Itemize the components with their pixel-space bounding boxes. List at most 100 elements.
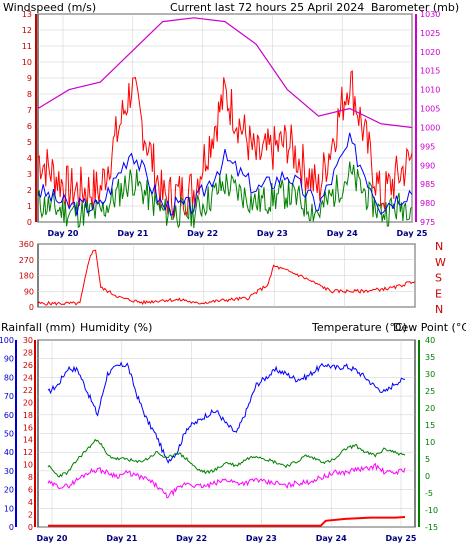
wind-y-tick-label: 11	[22, 42, 32, 51]
wind-y-tick-label: 6	[27, 122, 32, 131]
humidity-axis-title: Humidity (%)	[80, 321, 152, 334]
barometer-y-tick-label: 995	[420, 142, 435, 151]
barometer-series-line	[37, 17, 413, 129]
climate-x-tick-label: Day 24	[316, 534, 347, 543]
dewpoint-series-line	[47, 462, 406, 499]
rainfall-y-tick-label: 18	[23, 411, 33, 420]
humidity-y-tick-label: 40	[4, 448, 14, 457]
wind-y-tick-label: 8	[27, 90, 32, 99]
wind-y-tick-label: 13	[22, 10, 32, 19]
rainfall-y-tick-label: 28	[23, 348, 33, 357]
gust-series-line	[37, 70, 413, 219]
compass-label: W	[435, 256, 446, 269]
rainfall-y-tick-label: 0	[28, 523, 33, 532]
humidity-y-tick-label: 100	[0, 336, 14, 345]
temperature-y-tick-label: -15	[425, 523, 438, 532]
rainfall-y-tick-label: 8	[28, 473, 33, 482]
humidity-y-tick-label: 20	[4, 486, 14, 495]
wind-x-tick-label: Day 21	[117, 229, 148, 238]
wind-y-tick-label: 9	[27, 74, 32, 83]
rainfall-y-tick-label: 16	[23, 423, 33, 432]
direction-y-tick-label: 270	[19, 256, 34, 265]
climate-x-tick-label: Day 22	[176, 534, 207, 543]
temperature-y-tick-label: 0	[425, 472, 430, 481]
humidity-y-tick-label: 60	[4, 411, 14, 420]
temperature-y-tick-label: -10	[425, 506, 438, 515]
humidity-y-tick-label: 70	[4, 392, 14, 401]
temperature-y-tick-label: 35	[425, 353, 435, 362]
temperature-y-tick-label: 15	[425, 421, 435, 430]
barometer-y-tick-label: 990	[420, 161, 435, 170]
direction-y-tick-label: 0	[29, 303, 34, 312]
barometer-y-tick-label: 1025	[420, 29, 440, 38]
rainfall-series-line	[48, 516, 406, 527]
barometer-y-tick-label: 975	[420, 218, 435, 227]
wind-y-tick-label: 12	[22, 26, 32, 35]
wind-low-series-line	[37, 161, 413, 229]
rainfall-y-tick-label: 10	[23, 461, 33, 470]
barometer-y-tick-label: 985	[420, 180, 435, 189]
rainfall-y-tick-label: 24	[23, 373, 33, 382]
wind-y-tick-label: 10	[22, 58, 32, 67]
windspeed-axis-title: Windspeed (m/s)	[3, 1, 96, 14]
wind-x-tick-label: Day 20	[48, 229, 79, 238]
temperature-series-line	[47, 438, 406, 478]
barometer-y-tick-label: 1020	[420, 48, 440, 57]
climate-x-tick-label: Day 20	[37, 534, 68, 543]
compass-label: N	[435, 240, 443, 253]
humidity-y-tick-label: 80	[4, 373, 14, 382]
wind-series-line	[37, 132, 413, 216]
rainfall-y-tick-label: 2	[28, 511, 33, 520]
wind-x-tick-label: Day 22	[187, 229, 218, 238]
barometer-y-tick-label: 1010	[420, 86, 440, 95]
humidity-y-tick-label: 10	[4, 504, 14, 513]
direction-y-tick-label: 180	[19, 272, 34, 281]
barometer-axis-title: Barometer (mb)	[371, 1, 459, 14]
temperature-y-tick-label: 5	[425, 455, 430, 464]
climate-x-tick-label: Day 21	[106, 534, 137, 543]
direction-series-line	[37, 249, 416, 306]
temperature-y-tick-label: 25	[425, 387, 435, 396]
barometer-y-tick-label: 1015	[420, 67, 440, 76]
direction-y-tick-label: 90	[24, 287, 34, 296]
chart-title: Current last 72 hours 25 April 2024	[170, 1, 364, 14]
temperature-y-tick-label: 30	[425, 370, 435, 379]
wind-panel: 0123456789101112139759809859909951000100…	[22, 10, 441, 238]
humidity-series-line	[47, 361, 406, 464]
wind-x-tick-label: Day 25	[397, 229, 428, 238]
temperature-y-tick-label: -5	[425, 489, 433, 498]
barometer-y-tick-label: 980	[420, 199, 435, 208]
barometer-y-tick-label: 1000	[420, 123, 440, 132]
climate-x-tick-label: Day 25	[386, 534, 417, 543]
rainfall-y-tick-label: 26	[23, 361, 33, 370]
dewpoint-axis-title: Dew Point (°C)	[393, 321, 466, 334]
rainfall-y-tick-label: 4	[28, 498, 33, 507]
wind-y-tick-label: 2	[27, 186, 32, 195]
wind-y-tick-label: 4	[27, 154, 32, 163]
temperature-y-tick-label: 20	[425, 404, 435, 413]
compass-label: N	[435, 303, 443, 316]
humidity-y-tick-label: 0	[9, 523, 14, 532]
direction-y-tick-label: 360	[19, 240, 34, 249]
wind-x-tick-label: Day 24	[327, 229, 358, 238]
humidity-y-tick-label: 90	[4, 355, 14, 364]
climate-panel: 0102030405060708090100024681012141618202…	[0, 336, 438, 543]
climate-x-tick-label: Day 23	[246, 534, 277, 543]
rainfall-y-tick-label: 30	[23, 336, 33, 345]
wind-y-tick-label: 3	[27, 170, 32, 179]
wind-y-tick-label: 5	[27, 138, 32, 147]
rainfall-y-tick-label: 22	[23, 386, 33, 395]
barometer-y-tick-label: 1005	[420, 105, 440, 114]
compass-label: E	[435, 287, 442, 300]
wind-y-tick-label: 0	[27, 218, 32, 227]
rainfall-y-tick-label: 20	[23, 398, 33, 407]
wind-y-tick-label: 1	[27, 202, 32, 211]
rainfall-y-tick-label: 14	[23, 436, 33, 445]
rainfall-axis-title: Rainfall (mm)	[1, 321, 75, 334]
temperature-y-tick-label: 40	[425, 336, 435, 345]
rainfall-y-tick-label: 6	[28, 486, 33, 495]
barometer-y-tick-label: 1030	[420, 10, 440, 19]
